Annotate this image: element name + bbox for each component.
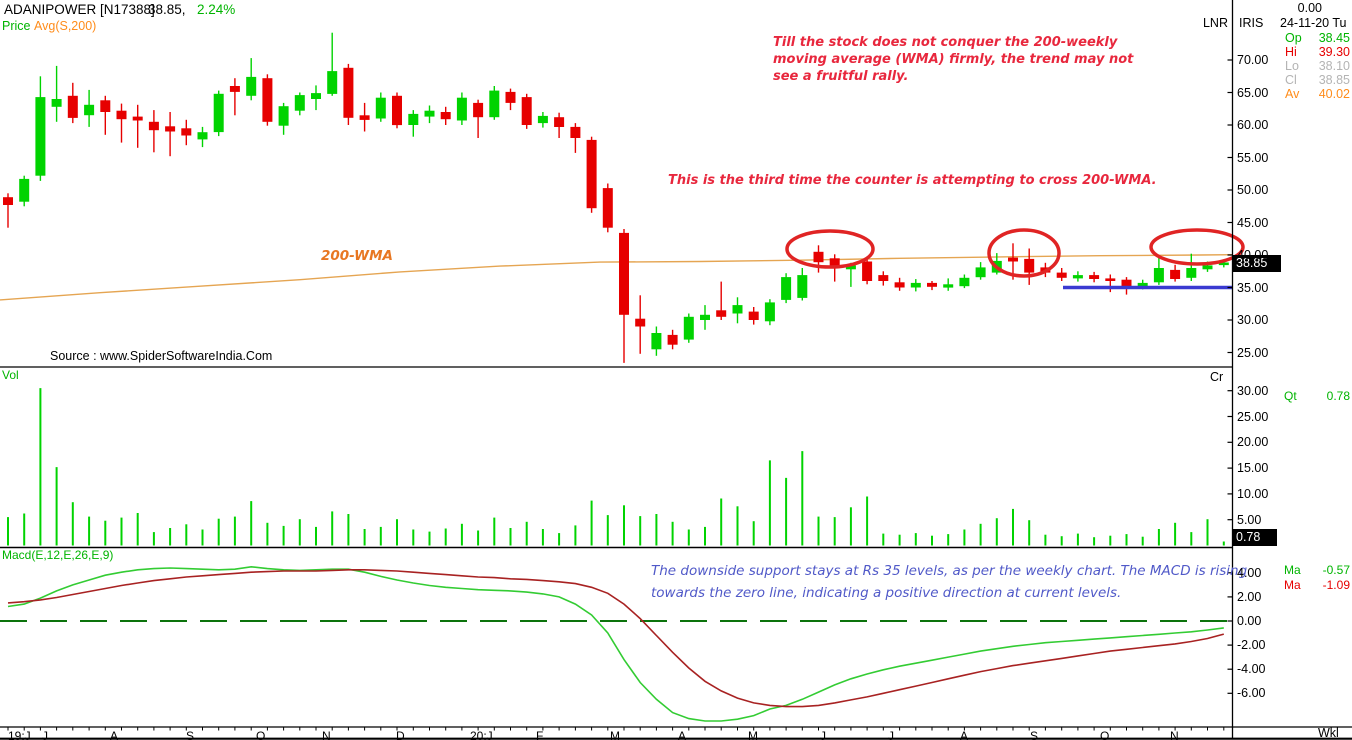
indicator-price-label: Price <box>2 19 31 33</box>
close-value: 38.85 <box>1318 73 1350 87</box>
data-window-top-value: 0.00 <box>1297 1 1322 15</box>
month-label: A <box>960 729 969 740</box>
analyst-note-wma: Till the stock does not conquer the 200-… <box>773 35 1134 84</box>
ma-green-value: -0.57 <box>1322 563 1350 577</box>
candlesticks <box>3 32 1229 363</box>
avg-label: Av <box>1285 87 1300 101</box>
axis-tick-value: 50.00 <box>1237 183 1269 197</box>
close-label: Cl <box>1285 73 1297 87</box>
axis-tick-value: 65.00 <box>1237 85 1269 100</box>
axis-tick-value: 60.00 <box>1237 118 1269 132</box>
axis-tick-value: 20.00 <box>1237 435 1269 450</box>
axis-tick-value: -6.00 <box>1237 686 1266 701</box>
macd-panel-label: Macd(E,12,E,26,E,9) <box>2 548 114 562</box>
axis-tick-value: 45.00 <box>1237 215 1269 230</box>
time-axis-ticks <box>7 727 1225 731</box>
axis-tick-value: 2.00 <box>1237 589 1262 604</box>
axis-tick-value: -4.00 <box>1237 662 1266 677</box>
analyst-note-macd: The downside support stays at Rs 35 leve… <box>651 563 1248 601</box>
month-label: M <box>610 729 620 740</box>
open-label: Op <box>1285 31 1302 45</box>
month-label: N <box>322 729 331 740</box>
ma-red-label: Ma <box>1284 578 1301 592</box>
month-label: M <box>748 729 758 740</box>
volume-panel-label: Vol <box>2 368 19 382</box>
mode-label[interactable]: LNR <box>1202 16 1228 30</box>
source-credit: Source : www.SpiderSoftwareIndia.Com <box>50 349 273 363</box>
indicator-avg-label: Avg(S,200) <box>34 19 97 33</box>
month-label: J <box>820 729 826 740</box>
axis-tick-value: 25.00 <box>1237 345 1269 360</box>
header-last-price: 38.85, <box>148 2 186 17</box>
low-label: Lo <box>1285 59 1299 73</box>
qt-value: 0.78 <box>1326 389 1350 403</box>
current-volume-tag: 0.78 <box>1233 529 1277 546</box>
low-value: 38.10 <box>1318 59 1350 73</box>
open-value: 38.45 <box>1318 31 1350 45</box>
month-label: 20:J <box>470 729 493 740</box>
month-label: O <box>256 729 266 740</box>
month-label: S <box>1030 729 1039 740</box>
axis-tick-value: 70.00 <box>1237 53 1269 67</box>
axis-tick-value: 35.00 <box>1237 280 1269 295</box>
month-label: 19:J <box>8 729 31 740</box>
periodicity-label[interactable]: Wkl <box>1318 726 1339 740</box>
month-label: A <box>110 729 119 740</box>
axis-tick-value: 25.00 <box>1237 409 1269 424</box>
axis-tick-value: 30.00 <box>1237 313 1269 327</box>
axis-tick-value: 40.00 <box>1237 248 1269 262</box>
ma-red-value: -1.09 <box>1322 578 1350 592</box>
axis-tick-value: -2.00 <box>1237 638 1266 653</box>
month-label: O <box>1100 729 1110 740</box>
analyst-note-third-attempt: This is the third time the counter is at… <box>668 173 1157 188</box>
month-label: J <box>42 729 48 740</box>
axis-tick-value: 30.00 <box>1237 383 1269 398</box>
month-label: F <box>536 729 544 740</box>
tool-label[interactable]: IRIS <box>1239 16 1264 30</box>
symbol-title: ADANIPOWER [N17388] <box>4 2 155 17</box>
month-label: N <box>1170 729 1179 740</box>
axis-tick-value: 15.00 <box>1237 461 1269 476</box>
axis-tick-value: 55.00 <box>1237 150 1269 165</box>
axis-tick-value: 0.00 <box>1237 614 1262 628</box>
axis-tick-value: 10.00 <box>1237 486 1269 501</box>
ma-green-label: Ma <box>1284 563 1301 577</box>
month-label: D <box>396 729 405 740</box>
axis-tick-value: 4.00 <box>1237 565 1262 580</box>
highlight-circles <box>785 228 1245 278</box>
crore-unit-label: Cr <box>1210 370 1224 384</box>
month-label: A <box>678 729 687 740</box>
avg-value: 40.02 <box>1318 87 1350 101</box>
qt-label: Qt <box>1284 389 1297 403</box>
high-label: Hi <box>1285 45 1297 59</box>
wma-annotation-label: 200-WMA <box>321 248 393 264</box>
macd-line <box>7 565 1224 722</box>
high-value: 39.30 <box>1318 45 1350 59</box>
macd-signal-line <box>7 568 1225 708</box>
wma-line <box>0 254 1233 301</box>
data-window-date: 24-11-20 Tu <box>1280 16 1347 30</box>
month-label: S <box>186 729 195 740</box>
month-label: J <box>888 729 894 740</box>
axis-tick-value: 5.00 <box>1237 512 1262 527</box>
header-change-pct: 2.24% <box>197 2 236 17</box>
last-price-tag: 38.85 <box>1233 255 1281 272</box>
volume-bars <box>7 388 1225 546</box>
